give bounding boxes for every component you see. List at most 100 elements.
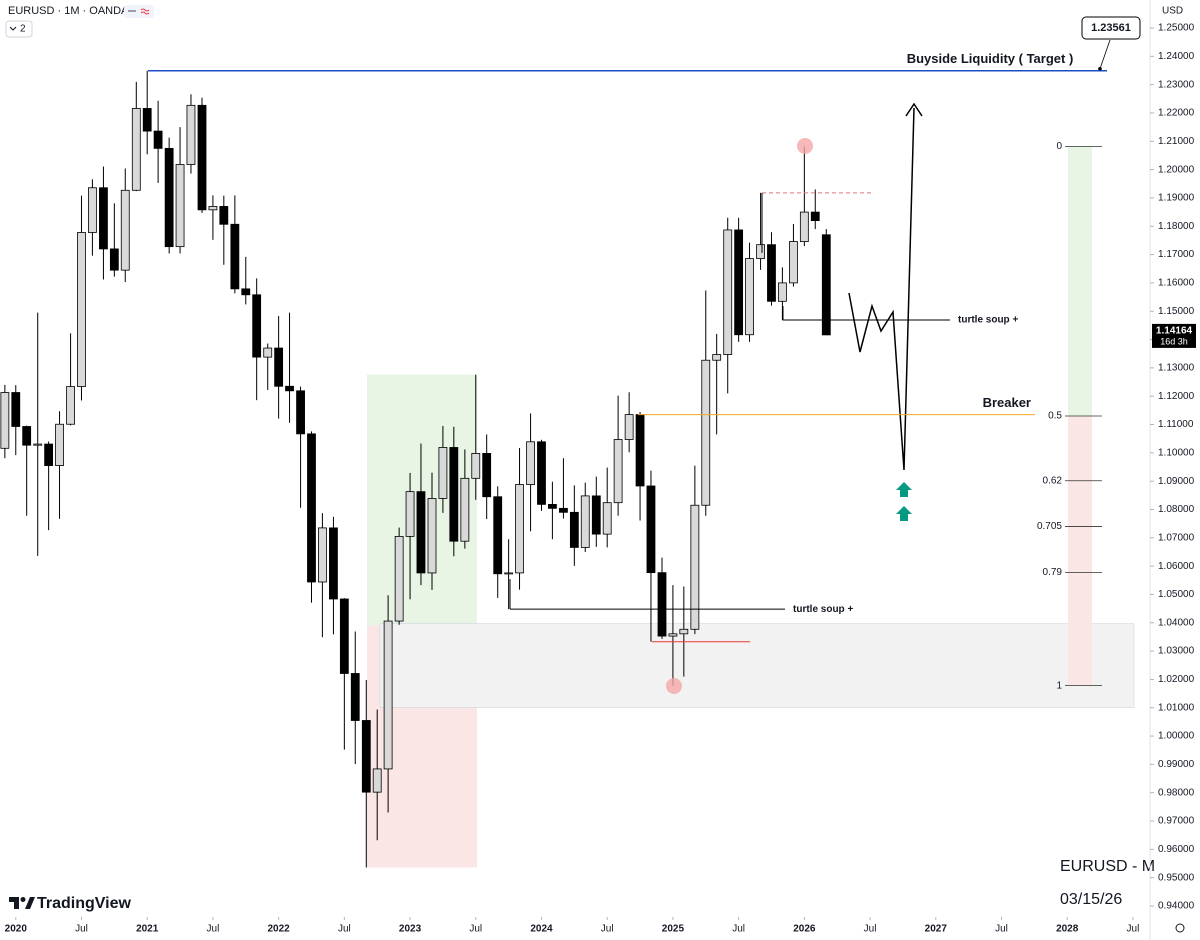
candle-body [241, 288, 251, 296]
fib-label: 0.705 [1037, 521, 1062, 532]
y-tick-label: 1.06000 [1158, 561, 1195, 572]
y-tick-label: 1.25000 [1158, 23, 1195, 34]
target-label: 1.23561 [1091, 22, 1131, 34]
candle-body [745, 258, 754, 336]
y-tick-label: 0.94000 [1158, 901, 1195, 912]
zone [380, 623, 1134, 708]
candle-body [821, 234, 831, 336]
x-tick-label: Jul [1127, 924, 1140, 935]
candle-body [11, 392, 21, 427]
candle-body [712, 354, 722, 361]
candle-body [504, 572, 514, 575]
candle-body [186, 104, 196, 165]
x-tick-label: 2026 [793, 924, 816, 935]
y-tick-label: 1.03000 [1158, 646, 1195, 657]
y-tick-label: 1.12000 [1158, 391, 1195, 402]
candle-body [142, 108, 152, 132]
candle-body [372, 768, 382, 793]
buyside-label: Buyside Liquidity ( Target ) [907, 51, 1074, 66]
candle-body [44, 443, 54, 466]
candle-body [690, 504, 700, 630]
breaker-label: Breaker [983, 395, 1031, 410]
fib-label: 0.62 [1043, 475, 1063, 486]
x-tick-label: 2021 [136, 924, 159, 935]
candle-body [756, 244, 765, 259]
y-tick-label: 0.99000 [1158, 759, 1195, 770]
y-tick-label: 0.95000 [1158, 872, 1195, 883]
candle-body [361, 720, 371, 793]
candle-body [350, 673, 360, 721]
candle-body [810, 211, 820, 221]
candle-body [329, 527, 338, 600]
indicator-toggle[interactable] [5, 20, 33, 38]
candle-body [263, 347, 273, 358]
candle-body [602, 502, 612, 535]
y-tick-label: 1.11000 [1158, 419, 1194, 430]
settings-icon[interactable] [1175, 923, 1185, 933]
x-tick-label: 2025 [662, 924, 685, 935]
last-price-box [1152, 323, 1196, 348]
target-leader [1099, 39, 1111, 69]
candle-body [405, 491, 415, 537]
candle-body [613, 439, 623, 504]
candle-body [131, 108, 141, 191]
y-tick-label: 1.21000 [1158, 136, 1195, 147]
candle-body [767, 244, 776, 302]
y-tick-label: 1.13000 [1158, 363, 1195, 374]
target-dot [1098, 66, 1102, 71]
y-tick-label: 1.02000 [1158, 674, 1195, 685]
candle-body [679, 628, 689, 635]
candle-body [547, 503, 557, 509]
candle-body [569, 511, 579, 548]
x-tick-label: 2023 [399, 924, 422, 935]
watermark-date: 03/15/26 [1060, 891, 1122, 908]
y-tick-label: 1.24000 [1158, 51, 1195, 62]
y-tick-label: 1.08000 [1158, 504, 1195, 515]
candle-body [591, 495, 601, 535]
candle-body [175, 164, 185, 248]
y-tick-label: 1.16000 [1158, 278, 1195, 289]
candle-body [230, 223, 240, 290]
symbol-title: EURUSD · 1M · OANDA [8, 5, 129, 17]
y-tick-label: 1.00000 [1158, 731, 1195, 742]
candle-body [0, 392, 10, 449]
zone-border [379, 623, 1135, 708]
candle-body [657, 572, 667, 637]
status-icon [128, 10, 136, 12]
candle-body [219, 206, 229, 225]
candle-body [66, 386, 75, 425]
y-tick-label: 0.98000 [1158, 787, 1195, 798]
candle-body [197, 104, 207, 211]
y-tick-label: 0.97000 [1158, 816, 1195, 827]
last-price-label: 1.14164 [1156, 326, 1193, 337]
y-tick-label: 1.19000 [1158, 193, 1195, 204]
y-tick-label: 1.18000 [1158, 221, 1195, 232]
candle-body [99, 187, 108, 250]
swing-marker [666, 678, 682, 694]
x-tick-label: Jul [207, 924, 220, 935]
status-pill [124, 5, 154, 18]
candle-body [339, 598, 349, 674]
axis-unit: USD [1162, 6, 1183, 17]
candle-body [471, 453, 481, 479]
candle-body [668, 633, 678, 637]
status-icon [140, 8, 150, 15]
brand-logo [9, 897, 35, 909]
y-tick-label: 1.22000 [1158, 108, 1195, 119]
y-tick-label: 0.96000 [1158, 844, 1195, 855]
turtle-soup-label: turtle soup + [958, 315, 1018, 326]
indicator-count: 2 [20, 24, 26, 35]
candle-body [789, 241, 798, 284]
x-tick-label: 2028 [1056, 924, 1079, 935]
candle-body [153, 130, 163, 149]
y-tick-label: 1.10000 [1158, 447, 1195, 458]
candle-body [383, 620, 393, 770]
plot [0, 70, 831, 868]
candle-body [416, 491, 426, 574]
x-tick-label: Jul [732, 924, 745, 935]
target-box [1081, 16, 1141, 40]
candle-body [537, 441, 546, 505]
y-tick-label: 1.15000 [1158, 306, 1195, 317]
candle-body [164, 147, 174, 248]
